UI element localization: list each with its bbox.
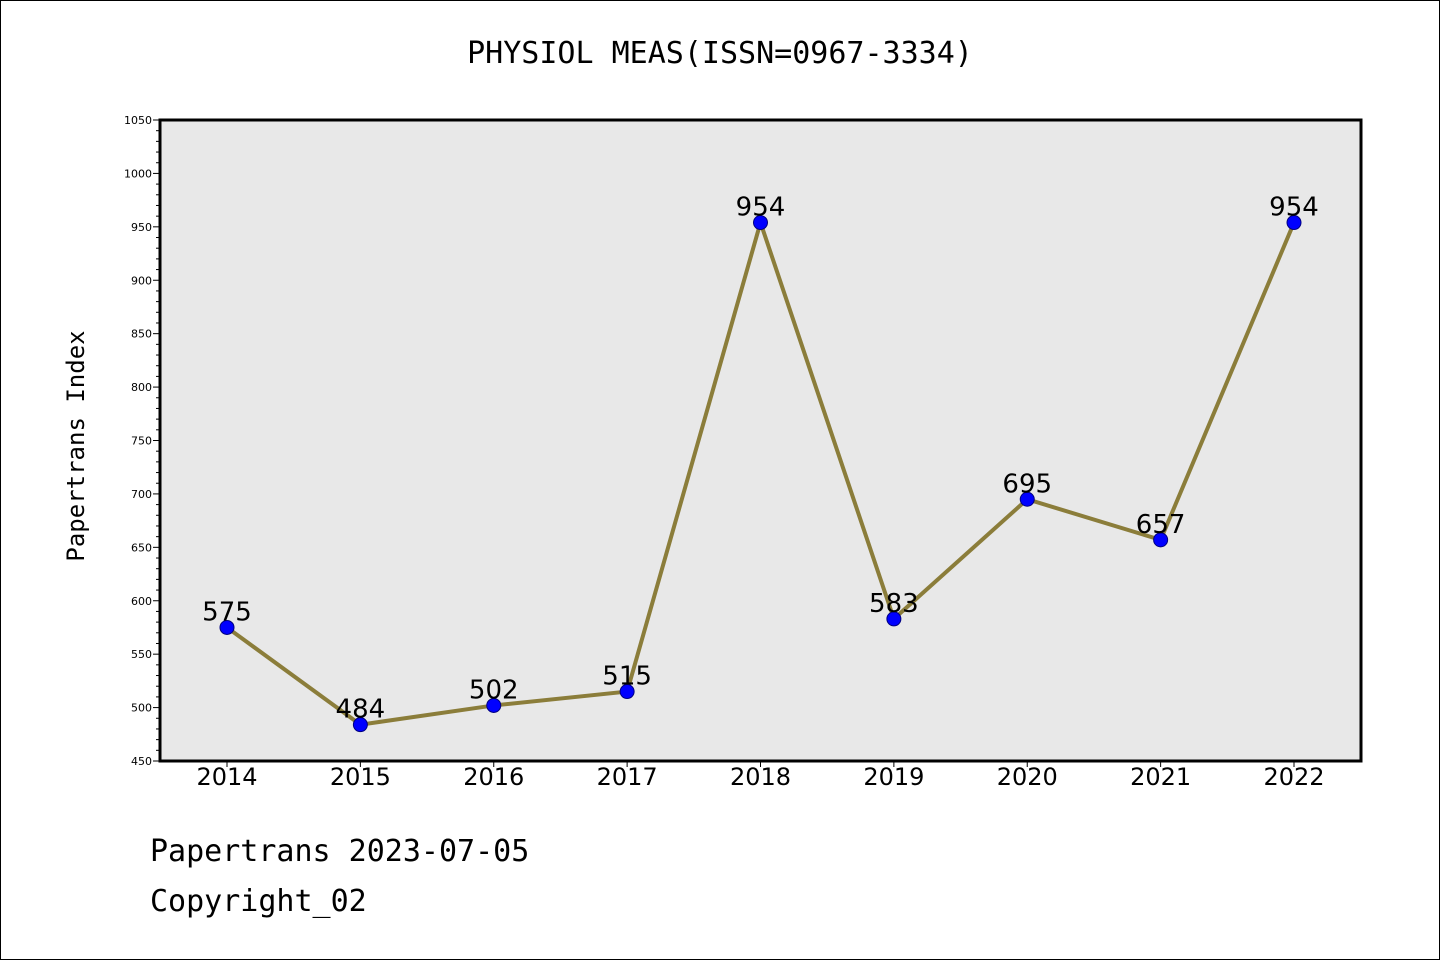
data-label: 954 bbox=[736, 193, 786, 223]
y-tick-label: 700 bbox=[131, 488, 152, 501]
data-label: 583 bbox=[869, 589, 919, 619]
x-tick-label: 2016 bbox=[463, 763, 524, 791]
y-tick-label: 900 bbox=[131, 274, 152, 287]
y-tick-label: 850 bbox=[131, 328, 152, 341]
data-point bbox=[619, 684, 635, 700]
data-label: 657 bbox=[1136, 510, 1186, 540]
y-tick-label: 500 bbox=[131, 702, 152, 715]
y-tick-label: 600 bbox=[131, 595, 152, 608]
x-tick-label: 2018 bbox=[730, 763, 791, 791]
x-tick-label: 2019 bbox=[863, 763, 924, 791]
data-point bbox=[352, 717, 368, 733]
x-tick-label: 2020 bbox=[997, 763, 1058, 791]
y-tick-label: 1050 bbox=[124, 114, 152, 127]
x-tick-label: 2017 bbox=[597, 763, 658, 791]
y-tick-label: 550 bbox=[131, 648, 152, 661]
data-label: 954 bbox=[1269, 193, 1319, 223]
data-label: 502 bbox=[469, 675, 519, 705]
x-tick-label: 2015 bbox=[330, 763, 391, 791]
y-tick-label: 450 bbox=[131, 755, 152, 768]
data-point bbox=[1019, 491, 1035, 507]
y-tick-label: 950 bbox=[131, 221, 152, 234]
y-tick-label: 650 bbox=[131, 541, 152, 554]
chart-title: PHYSIOL MEAS(ISSN=0967-3334) bbox=[467, 36, 973, 71]
data-point bbox=[1286, 215, 1302, 231]
x-tick-label: 2021 bbox=[1130, 763, 1191, 791]
data-point bbox=[753, 215, 768, 231]
series-layer: 575 484 502 515 954 583 695 657 954 bbox=[202, 193, 1319, 733]
data-point bbox=[486, 697, 502, 713]
footer-copyright-line: Copyright_02 bbox=[150, 884, 367, 919]
y-tick-label: 1000 bbox=[124, 167, 152, 180]
data-label: 575 bbox=[202, 597, 252, 627]
data-point bbox=[219, 619, 235, 635]
y-tick-label: 750 bbox=[131, 435, 152, 448]
x-axis: 2014 2015 2016 2017 2018 2019 2020 2021 2022 bbox=[196, 761, 1325, 791]
data-point bbox=[886, 611, 902, 627]
data-label: 695 bbox=[1002, 469, 1052, 499]
y-axis: 450 500 550 600 650 700 750 800 850 900 950 1000 105… bbox=[124, 114, 160, 768]
data-label: 484 bbox=[336, 695, 386, 725]
footer-date-line: Papertrans 2023-07-05 bbox=[150, 834, 530, 869]
y-tick-label: 800 bbox=[131, 381, 152, 394]
x-tick-label: 2014 bbox=[196, 763, 257, 791]
x-tick-label: 2022 bbox=[1263, 763, 1324, 791]
data-label: 515 bbox=[602, 662, 652, 692]
data-point bbox=[1153, 532, 1169, 548]
